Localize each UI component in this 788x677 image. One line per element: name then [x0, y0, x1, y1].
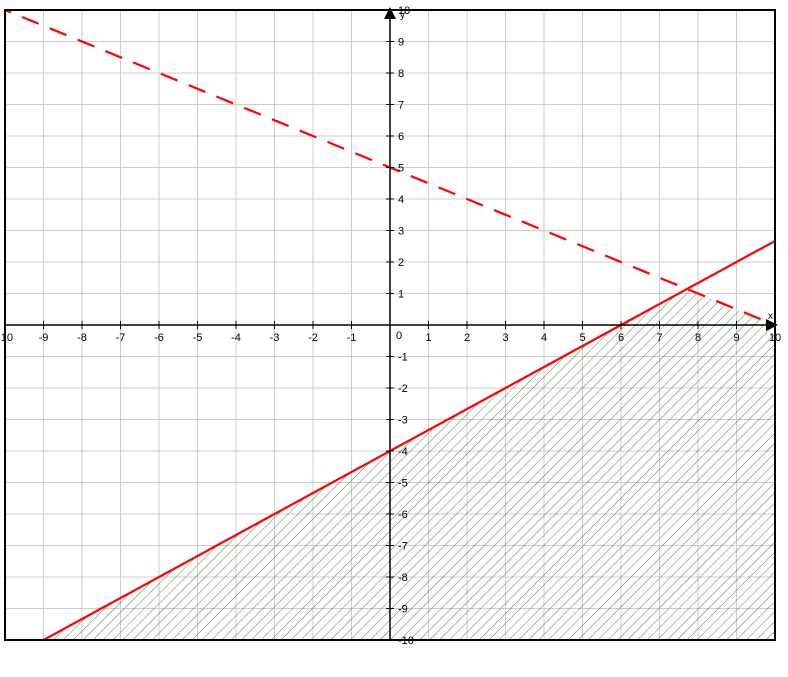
y-tick-label: 3: [398, 226, 404, 238]
y-tick-label: -5: [398, 478, 408, 490]
y-tick-label: 8: [398, 68, 404, 80]
y-tick-label: -8: [398, 572, 408, 584]
y-tick-label: -1: [398, 352, 408, 364]
x-tick-label: 4: [541, 332, 547, 344]
y-tick-label: 5: [398, 163, 404, 175]
x-tick-label: -4: [231, 332, 241, 344]
y-axis-label: y: [400, 10, 405, 21]
x-tick-label: 6: [618, 332, 624, 344]
y-tick-label: 9: [398, 37, 404, 49]
y-tick-label: -4: [398, 446, 408, 458]
tick-label-origin: 0: [396, 330, 402, 342]
x-tick-label: 1: [425, 332, 431, 344]
chart-container: -10-9-8-7-6-5-4-3-2-1012345678910-10-9-8…: [0, 0, 788, 677]
x-tick-label: 3: [502, 332, 508, 344]
x-tick-label: -8: [77, 332, 87, 344]
y-tick-label: -2: [398, 383, 408, 395]
y-tick-label: 2: [398, 257, 404, 269]
y-tick-label: 4: [398, 194, 404, 206]
x-tick-label: 9: [733, 332, 739, 344]
y-tick-label: -7: [398, 541, 408, 553]
y-tick-label: 6: [398, 131, 404, 143]
x-tick-label: -3: [270, 332, 280, 344]
x-axis-label: x: [768, 311, 773, 322]
x-tick-label: 5: [579, 332, 585, 344]
x-tick-label: 7: [656, 332, 662, 344]
y-tick-label: 7: [398, 100, 404, 112]
x-tick-label: -10: [0, 332, 13, 344]
x-tick-label: -1: [347, 332, 357, 344]
x-tick-label: 8: [695, 332, 701, 344]
y-tick-label: -6: [398, 509, 408, 521]
inequality-plot: -10-9-8-7-6-5-4-3-2-1012345678910-10-9-8…: [0, 0, 788, 677]
x-tick-label: -7: [116, 332, 126, 344]
y-tick-label: -3: [398, 415, 408, 427]
x-tick-label: -9: [39, 332, 49, 344]
x-tick-label: -2: [308, 332, 318, 344]
x-tick-label: -5: [193, 332, 203, 344]
y-tick-label: -9: [398, 604, 408, 616]
x-tick-label: -6: [154, 332, 164, 344]
y-tick-label: 1: [398, 289, 404, 301]
x-tick-label: 2: [464, 332, 470, 344]
